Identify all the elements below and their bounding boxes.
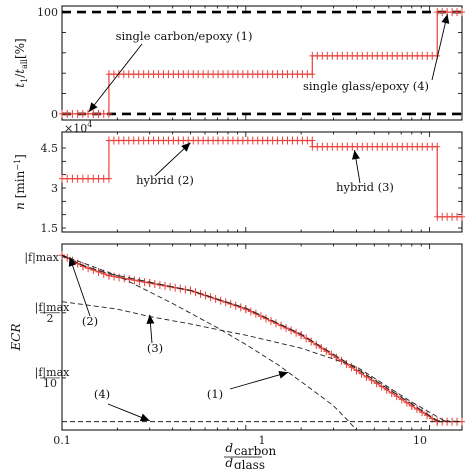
y-axis-label: t1/tall[%] bbox=[13, 38, 29, 87]
annotation-label: (2) bbox=[82, 314, 98, 328]
y-axis-label: n [min−1] bbox=[13, 154, 27, 210]
x-label-den-sub: glass bbox=[234, 458, 265, 469]
annotation-arrow-head bbox=[68, 257, 77, 267]
annotation-label: (1) bbox=[207, 387, 223, 401]
y-tick-label: 0 bbox=[51, 108, 58, 121]
annotation-arrow-head bbox=[88, 102, 98, 112]
annotation-arrow bbox=[431, 14, 448, 81]
y-tick-label: 2 bbox=[47, 312, 54, 325]
svg-text:d: d bbox=[225, 456, 233, 469]
annotation-arrow bbox=[69, 256, 91, 317]
y-tick-label: |f|max bbox=[24, 251, 59, 265]
y-tick-label: |f|max bbox=[35, 301, 70, 315]
y-tick-label: 3 bbox=[51, 182, 58, 195]
annotation-arrow bbox=[88, 43, 143, 113]
x-tick-label-2: 10 bbox=[413, 434, 427, 447]
panel-middle: 1.5 3 4.5 hybrid (2) hybrid (3) n [min−1] bbox=[13, 131, 465, 235]
annotation-arrow-head bbox=[146, 314, 155, 324]
annotation-label: (3) bbox=[147, 341, 163, 355]
annotation-label: single carbon/epoxy (1) bbox=[116, 29, 253, 43]
annotation-label: hybrid (3) bbox=[336, 180, 394, 194]
series-line bbox=[62, 11, 462, 115]
x-label-num-sub: carbon bbox=[234, 444, 277, 458]
x-label-num: d bbox=[225, 441, 233, 455]
series-line bbox=[62, 139, 462, 218]
annotation-label: (4) bbox=[94, 387, 110, 401]
annotation-arrow-head bbox=[181, 142, 191, 152]
y-tick-label: |f|max bbox=[35, 366, 70, 380]
y-tick-label: 4.5 bbox=[41, 142, 59, 155]
series-(1) bbox=[61, 254, 357, 431]
axes-frame bbox=[61, 243, 463, 431]
series-model bbox=[61, 254, 463, 423]
axes-frame bbox=[61, 5, 463, 121]
x-label-den: d bbox=[225, 456, 233, 469]
x-tick-label-0: 0.1 bbox=[53, 434, 71, 447]
annotation-label: single glass/epoxy (4) bbox=[303, 79, 429, 93]
annotation-arrow bbox=[229, 371, 289, 390]
svg-text:d: d bbox=[225, 441, 233, 455]
series-(2) bbox=[61, 301, 445, 422]
x-axis-label: d carbon d glass bbox=[224, 441, 277, 469]
y-tick-label: 100 bbox=[37, 6, 58, 19]
annotation-arrow-head bbox=[278, 370, 289, 379]
panel-top: 0 100 single carbon/epoxy (1) single glass/… bbox=[13, 5, 465, 135]
y-tick-label: 1.5 bbox=[41, 222, 59, 235]
annotation-arrow-head bbox=[139, 413, 150, 422]
y-tick-label: 10 bbox=[43, 377, 57, 390]
x-tick-label-1: 1 bbox=[259, 434, 266, 447]
exponent-label: ×104 bbox=[64, 120, 92, 135]
annotation-arrow-head bbox=[441, 14, 450, 24]
annotation-label: hybrid (2) bbox=[136, 173, 194, 187]
y-axis-label: ECR bbox=[9, 324, 23, 352]
annotation-arrow-head bbox=[352, 150, 360, 160]
